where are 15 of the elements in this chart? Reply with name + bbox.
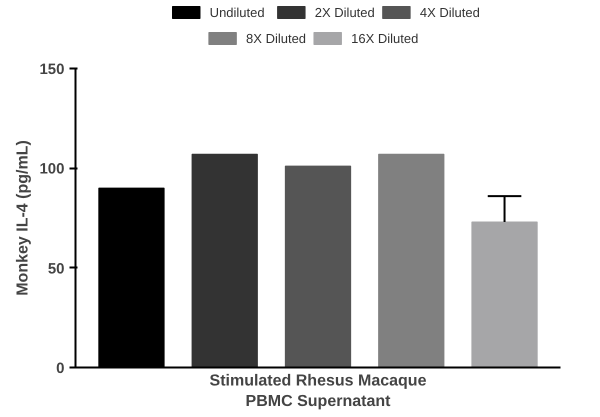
bar <box>284 166 352 368</box>
y-tick-label: 150 <box>39 61 65 78</box>
legend-label: 16X Diluted <box>351 31 418 46</box>
y-axis-title: Monkey IL-4 (pg/mL) <box>14 140 32 296</box>
y-tick-label: 100 <box>39 160 65 178</box>
x-axis-title: Stimulated Rhesus Macaque PBMC Supernatant <box>210 372 427 410</box>
legend-label: 4X Diluted <box>420 5 480 20</box>
y-tick-label: 50 <box>48 260 65 278</box>
legend-label: 2X Diluted <box>314 5 375 20</box>
bar <box>471 221 538 368</box>
legend-label: Undiluted <box>210 5 265 20</box>
y-tick-label: 0 <box>56 360 64 377</box>
bar <box>378 154 444 368</box>
bar <box>192 154 258 368</box>
legend-label: 8X Diluted <box>246 31 306 46</box>
